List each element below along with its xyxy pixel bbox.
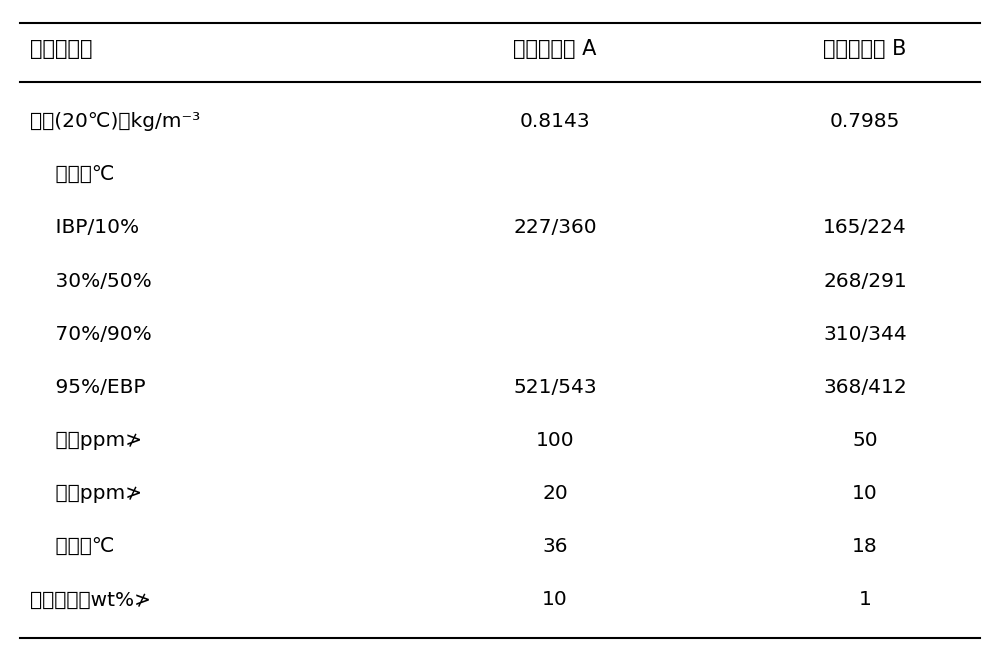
Text: 30%/50%: 30%/50% <box>30 272 152 291</box>
Text: 费托合成油 A: 费托合成油 A <box>513 39 597 59</box>
Text: 50: 50 <box>852 431 878 450</box>
Text: 0.8143: 0.8143 <box>520 112 590 131</box>
Text: 70%/90%: 70%/90% <box>30 325 152 344</box>
Text: 20: 20 <box>542 484 568 503</box>
Text: 馏程，℃: 馏程，℃ <box>30 165 114 184</box>
Text: 密度(20℃)，kg/m⁻³: 密度(20℃)，kg/m⁻³ <box>30 112 200 131</box>
Text: 100: 100 <box>536 431 574 450</box>
Text: 1: 1 <box>859 590 871 609</box>
Text: 227/360: 227/360 <box>513 218 597 237</box>
Text: 10: 10 <box>542 590 568 609</box>
Text: 521/543: 521/543 <box>513 378 597 397</box>
Text: 95%/EBP: 95%/EBP <box>30 378 146 397</box>
Text: 芳烃含量，wt%≯: 芳烃含量，wt%≯ <box>30 590 151 609</box>
Text: IBP/10%: IBP/10% <box>30 218 139 237</box>
Text: 0.7985: 0.7985 <box>830 112 900 131</box>
Text: 18: 18 <box>852 537 878 556</box>
Text: 费托合成油 B: 费托合成油 B <box>823 39 907 59</box>
Text: 36: 36 <box>542 537 568 556</box>
Text: 原料油名称: 原料油名称 <box>30 39 92 59</box>
Text: 368/412: 368/412 <box>823 378 907 397</box>
Text: 10: 10 <box>852 484 878 503</box>
Text: 凝点，℃: 凝点，℃ <box>30 537 114 556</box>
Text: 165/224: 165/224 <box>823 218 907 237</box>
Text: 310/344: 310/344 <box>823 325 907 344</box>
Text: 268/291: 268/291 <box>823 272 907 291</box>
Text: 氮，ppm≯: 氮，ppm≯ <box>30 484 142 503</box>
Text: 硫，ppm≯: 硫，ppm≯ <box>30 431 142 450</box>
